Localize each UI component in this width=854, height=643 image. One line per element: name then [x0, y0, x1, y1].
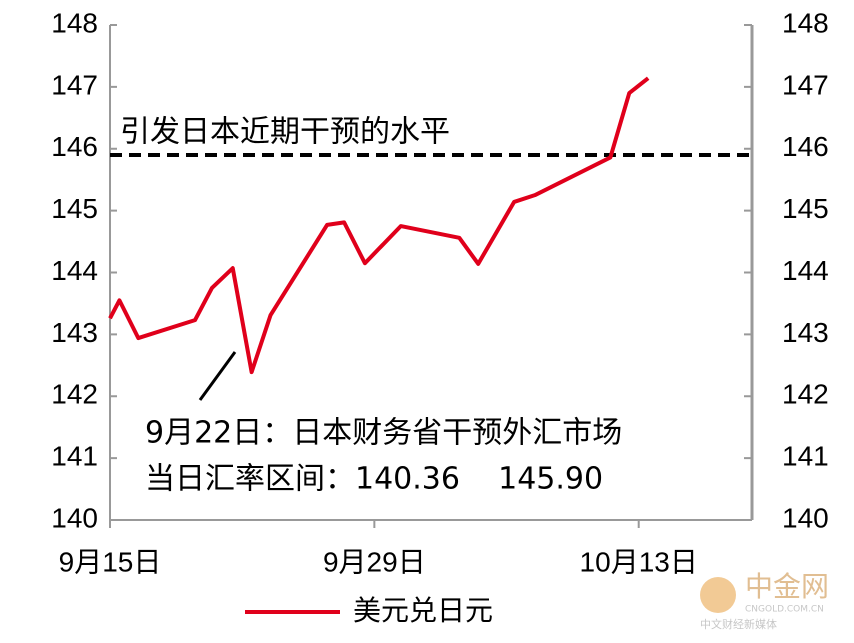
- annotation-leader: [198, 351, 237, 401]
- x-tick-label: 9月15日: [59, 546, 162, 577]
- y-tick-label: 147: [51, 69, 98, 100]
- x-tick-label: 9月29日: [323, 546, 426, 577]
- y-tick-label: 141: [51, 441, 98, 472]
- y2-tick-label: 142: [782, 379, 829, 410]
- y2-tick-label: 143: [782, 317, 829, 348]
- reference-label: 引发日本近期干预的水平: [120, 115, 450, 150]
- watermark-text: CNGOLD.COM.CN: [745, 605, 824, 615]
- y-tick-label: 143: [51, 317, 98, 348]
- y2-tick-label: 140: [782, 502, 829, 533]
- y-tick-label: 144: [51, 255, 98, 286]
- watermark: 中金网 CNGOLD.COM.CN 中文财经新媒体: [700, 570, 829, 631]
- y2-tick-label: 148: [782, 7, 829, 38]
- y-tick-label: 142: [51, 379, 98, 410]
- legend-label: 美元兑日元: [353, 594, 493, 627]
- watermark-text: 中文财经新媒体: [700, 617, 777, 631]
- y-tick-label: 145: [51, 193, 98, 224]
- annotation: 当日汇率区间：140.36 145.90: [145, 462, 603, 497]
- y2-tick-label: 141: [782, 441, 829, 472]
- watermark-logo: [700, 577, 736, 613]
- x-tick-label: 10月13日: [580, 546, 698, 577]
- y-tick-label: 146: [51, 131, 98, 162]
- y2-tick-label: 144: [782, 255, 829, 286]
- y-tick-label: 140: [51, 502, 98, 533]
- watermark-text: 中金网: [745, 570, 829, 603]
- y-tick-label: 148: [51, 7, 98, 38]
- y2-tick-label: 147: [782, 69, 829, 100]
- line-series: [108, 76, 650, 375]
- annotation: 9月22日：日本财务省干预外汇市场: [145, 416, 622, 451]
- y2-tick-label: 146: [782, 131, 829, 162]
- y2-tick-label: 145: [782, 193, 829, 224]
